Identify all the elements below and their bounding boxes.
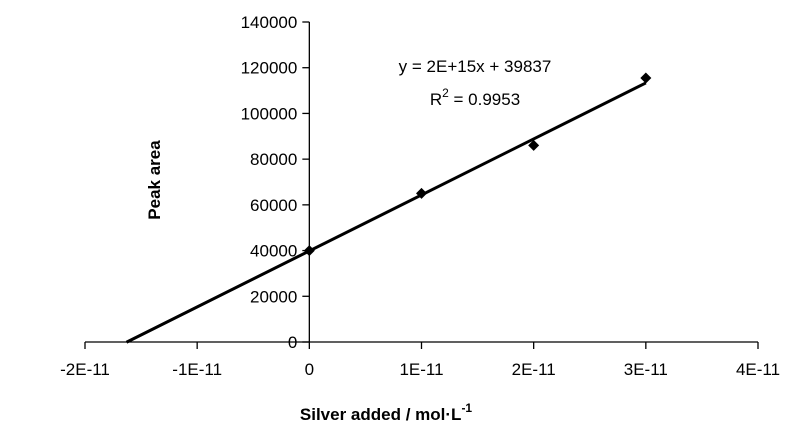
y-axis-title: Peak area xyxy=(145,140,164,220)
trendline-group xyxy=(125,81,647,344)
x-tick-label: -1E-11 xyxy=(172,360,222,379)
y-tick-label: 140000 xyxy=(241,13,298,32)
data-point xyxy=(416,187,427,199)
trendline-equation: y = 2E+15x + 39837 xyxy=(399,57,552,76)
r-squared-label: R2 = 0.9953 xyxy=(430,86,520,109)
x-axis-title-superscript: -1 xyxy=(461,401,472,415)
trendline xyxy=(125,81,647,344)
x-tick-label: 2E-11 xyxy=(512,360,556,379)
x-tick-label: 0 xyxy=(305,360,314,379)
y-tick-label: 40000 xyxy=(250,242,297,261)
y-tick-label: 20000 xyxy=(250,287,297,306)
x-tick-label: -2E-11 xyxy=(60,360,110,379)
data-points xyxy=(303,72,652,257)
y-tick-label: 60000 xyxy=(250,196,297,215)
data-point xyxy=(640,72,652,84)
x-tick-label: 1E-11 xyxy=(399,360,443,379)
x-tick-label: 3E-11 xyxy=(624,360,668,379)
x-axis-title: Silver added / mol·L-1 xyxy=(300,401,473,424)
x-axis-title-main: Silver added / mol·L xyxy=(300,405,462,424)
data-point xyxy=(528,139,540,151)
r-squared-value: = 0.9953 xyxy=(449,90,520,109)
x-tick-label: 4E-11 xyxy=(736,360,780,379)
y-tick-label: 100000 xyxy=(241,104,298,123)
y-tick-label: 120000 xyxy=(241,59,298,78)
data-point xyxy=(303,245,315,257)
y-tick-label: 0 xyxy=(288,333,297,352)
r-squared-prefix: R xyxy=(430,90,442,109)
axes: -2E-11 -1E-11 0 1E-11 2E-11 3E-11 4E-11 0 20000 4… xyxy=(60,13,780,379)
y-tick-label: 80000 xyxy=(250,150,297,169)
r-squared-superscript: 2 xyxy=(442,86,449,100)
